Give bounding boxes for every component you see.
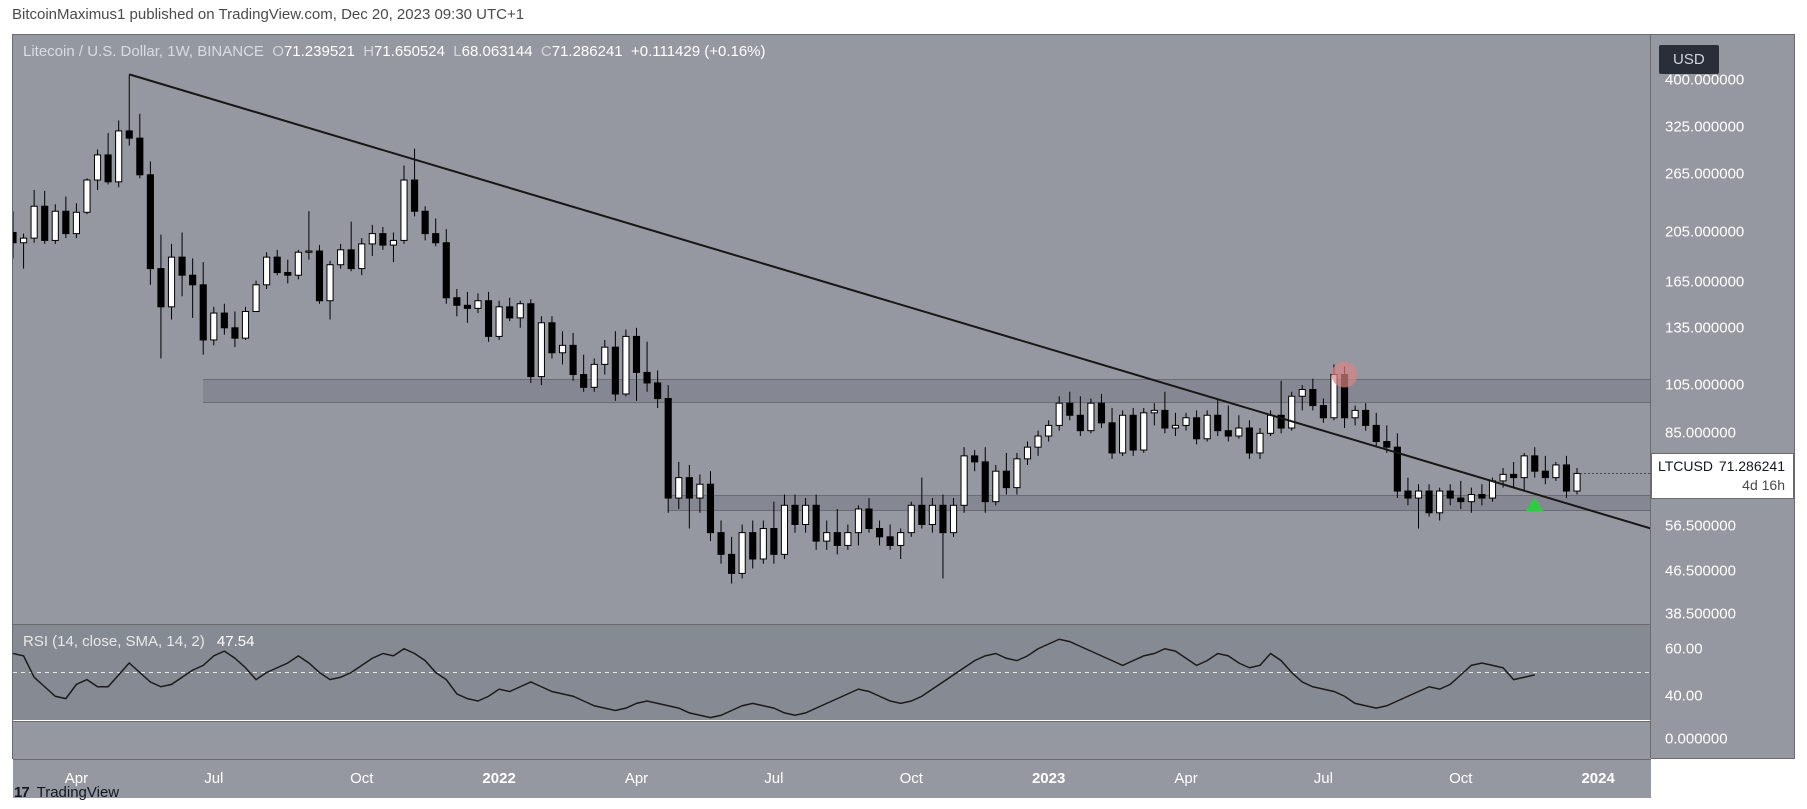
rsi-legend: RSI (14, close, SMA, 14, 2) 47.54 bbox=[23, 633, 254, 650]
time-tick: Oct bbox=[1449, 770, 1472, 787]
time-tick: Jul bbox=[204, 770, 223, 787]
price-tick: 105.000000 bbox=[1665, 377, 1744, 394]
price-tick: 56.500000 bbox=[1665, 518, 1736, 535]
tradingview-logo-icon: 17 bbox=[14, 784, 29, 801]
price-tick: 205.000000 bbox=[1665, 224, 1744, 241]
breakout-arrow-icon bbox=[1526, 497, 1544, 511]
rsi-tick: 40.00 bbox=[1665, 688, 1703, 705]
time-tick: Oct bbox=[350, 770, 373, 787]
currency-tag: USD bbox=[1659, 45, 1719, 74]
tradingview-text: TradingView bbox=[37, 784, 120, 801]
publish-header: BitcoinMaximus1 published on TradingView… bbox=[12, 6, 524, 23]
price-tag-value: 71.286241 bbox=[1719, 457, 1785, 476]
rsi-tick: 60.00 bbox=[1665, 640, 1703, 657]
time-tick: Oct bbox=[900, 770, 923, 787]
price-tick: 265.000000 bbox=[1665, 165, 1744, 182]
empty-axis-label: 0.000000 bbox=[1665, 731, 1728, 748]
time-tick: Apr bbox=[1174, 770, 1197, 787]
price-tag-symbol: LTCUSD bbox=[1658, 457, 1713, 476]
pair-label: Litecoin / U.S. Dollar, 1W, BINANCE bbox=[23, 43, 264, 60]
ohlc-close: 71.286241 bbox=[552, 43, 623, 60]
rsi-label: RSI (14, close, SMA, 14, 2) bbox=[23, 633, 205, 650]
chart-legend: Litecoin / U.S. Dollar, 1W, BINANCE 71.2… bbox=[23, 43, 766, 60]
price-tick: 46.500000 bbox=[1665, 562, 1736, 579]
price-tag-countdown: 4d 16h bbox=[1658, 476, 1785, 495]
highlight-circle-icon bbox=[1332, 362, 1358, 388]
price-tick: 135.000000 bbox=[1665, 319, 1744, 336]
time-tick: 2024 bbox=[1581, 770, 1614, 787]
chart-container: Litecoin / U.S. Dollar, 1W, BINANCE 71.2… bbox=[12, 34, 1795, 759]
empty-pane bbox=[13, 721, 1651, 759]
last-price-tag: LTCUSD 71.286241 4d 16h bbox=[1651, 453, 1794, 499]
ohlc-low: 68.063144 bbox=[462, 43, 533, 60]
ohlc-change: +0.111429 (+0.16%) bbox=[631, 43, 766, 60]
price-tick: 400.000000 bbox=[1665, 72, 1744, 89]
price-tick: 38.500000 bbox=[1665, 606, 1736, 623]
time-tick: Jul bbox=[764, 770, 783, 787]
trendline bbox=[129, 74, 1651, 528]
rsi-value: 47.54 bbox=[217, 633, 255, 650]
time-axis[interactable]: AprJulOct2022AprJulOct2023AprJulOct2024 bbox=[13, 759, 1651, 798]
price-axis[interactable]: USD 400.000000 325.000000 265.000000 205.00… bbox=[1650, 35, 1794, 758]
price-tick: 165.000000 bbox=[1665, 274, 1744, 291]
ohlc-high: 71.650524 bbox=[374, 43, 445, 60]
footer-brand: 17 TradingView bbox=[14, 784, 119, 801]
time-tick: 2023 bbox=[1032, 770, 1065, 787]
rsi-pane[interactable]: RSI (14, close, SMA, 14, 2) 47.54 bbox=[13, 625, 1651, 720]
time-tick: 2022 bbox=[482, 770, 515, 787]
price-tick: 325.000000 bbox=[1665, 119, 1744, 136]
price-pane[interactable]: Litecoin / U.S. Dollar, 1W, BINANCE 71.2… bbox=[13, 35, 1651, 625]
price-tick: 85.000000 bbox=[1665, 425, 1736, 442]
drawings-layer bbox=[13, 35, 1651, 624]
time-tick: Apr bbox=[625, 770, 648, 787]
time-tick: Jul bbox=[1314, 770, 1333, 787]
rsi-plot bbox=[13, 625, 1651, 720]
ohlc-open: 71.239521 bbox=[284, 43, 355, 60]
